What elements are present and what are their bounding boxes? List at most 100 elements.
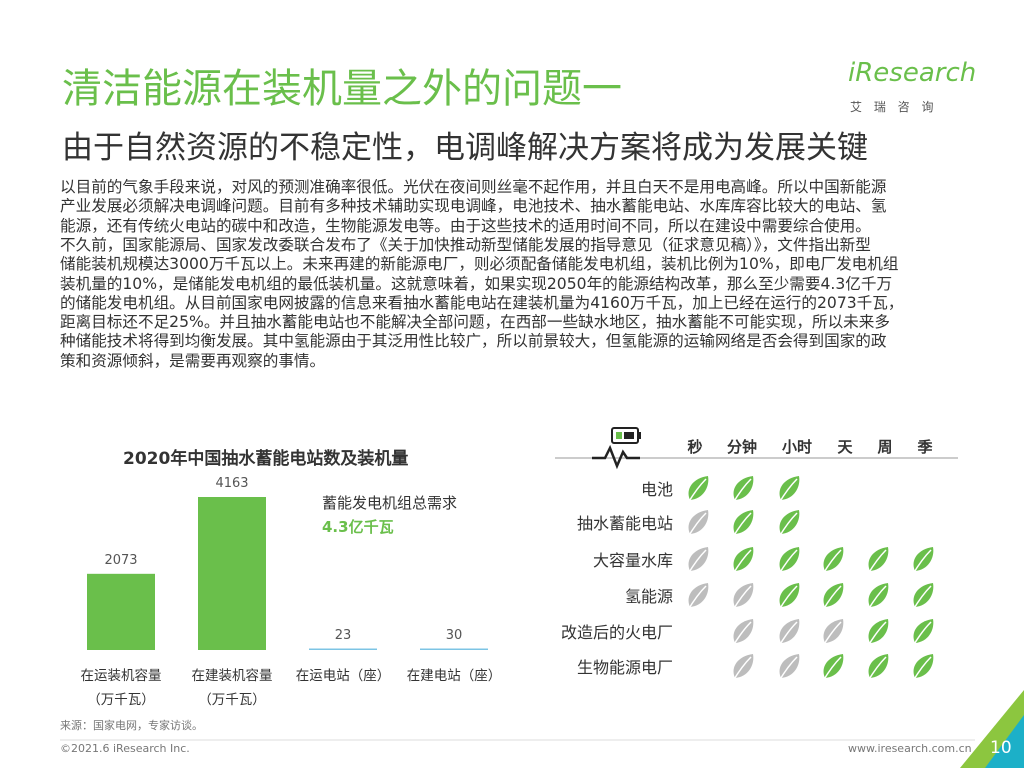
leaf-vein [867, 549, 887, 575]
x-tick-label: 在建电站（座） [406, 668, 502, 684]
body-line: 不久前，国家能源局、国家发改委联合发布了《关于加快推动新型储能发展的指导意见（征… [60, 235, 871, 254]
body-line: 的储能发电机组。从目前国家电网披露的信息来看抽水蓄能电站在建装机量为4160万千… [60, 293, 904, 312]
leaf-vein [732, 621, 752, 647]
x-tick-label: 在运装机容量 （万千瓦） [80, 668, 162, 708]
row-label: 改造后的火电厂 [561, 623, 673, 642]
row-label: 大容量水库 [593, 551, 673, 570]
leaf-icon [822, 654, 844, 682]
page-number: 10 [990, 738, 1012, 758]
url: www.iresearch.com.cn [848, 742, 972, 755]
body-line: 装机量的10%，是储能发电机组的最低装机量。这就意味着，如果实现2050年的能源… [60, 274, 893, 293]
value-label: 23 [335, 628, 352, 643]
leaf-icon [912, 619, 934, 647]
leaf-icon [778, 476, 800, 504]
leaf-vein [912, 549, 932, 575]
leaf-icon [732, 547, 754, 575]
leaf-icon [732, 654, 754, 682]
leaf-icon [732, 583, 754, 611]
leaf-icon [822, 619, 844, 647]
body-line: 策和资源倾斜，是需要再观察的事情。 [60, 351, 326, 370]
body-line: 种储能技术将得到均衡发展。其中氢能源由于其泛用性比较广，所以前景较大，但氢能源的… [60, 332, 887, 351]
leaf-vein [687, 549, 707, 575]
x-tick-label: 在运电站（座） [295, 668, 391, 684]
body-line: 以目前的气象手段来说，对风的预测准确率很低。光伏在夜间则丝毫不起作用，并且白天不… [60, 178, 887, 196]
body-line: 能源，还有传统火电站的碳中和改造，生物能源发电等。由于这些技术的适用时间不同，所… [60, 216, 871, 235]
title: 清洁能源在装机量之外的问题一 [62, 66, 622, 112]
column-header: 秒 [687, 438, 702, 456]
column-header: 周 [877, 438, 892, 456]
row-label: 抽水蓄能电站 [577, 514, 673, 533]
leaf-icon [778, 510, 800, 538]
bar [87, 573, 155, 650]
leaf-vein [822, 656, 842, 682]
leaf-vein [732, 656, 752, 682]
leaf-icon [732, 619, 754, 647]
leaf-icon [822, 547, 844, 575]
logo: iResearch [848, 58, 977, 88]
leaf-vein [778, 512, 798, 538]
leaf-vein [822, 585, 842, 611]
leaf-vein [687, 478, 707, 504]
body-line: 储能装机规模达3000万千瓦以上。未来再建的新能源电厂，则必须配备储能发电机组，… [60, 255, 899, 274]
leaf-icon [867, 619, 889, 647]
row-label: 电池 [641, 480, 673, 499]
leaf-vein [822, 549, 842, 575]
x-tick-label: 在建装机容量 （万千瓦） [191, 668, 273, 708]
leaf-icon [732, 510, 754, 538]
chart-title: 2020年中国抽水蓄能电站数及装机量 [123, 449, 409, 469]
leaf-vein [778, 549, 798, 575]
leaf-vein [867, 585, 887, 611]
logo-tagline: 艾 瑞 咨 询 [850, 100, 938, 114]
body-line: 距离目标还不足25%。并且抽水蓄能电站也不能解决全部问题，在西部一些缺水地区，抽… [60, 313, 890, 332]
bar [420, 648, 488, 650]
value-label: 2073 [104, 553, 137, 568]
leaf-icon [867, 583, 889, 611]
leaf-vein [912, 585, 932, 611]
leaf-vein [732, 549, 752, 575]
value-label: 30 [446, 628, 463, 643]
leaf-vein [867, 621, 887, 647]
leaf-icon [732, 476, 754, 504]
leaf-icon [687, 476, 709, 504]
leaf-icon [822, 583, 844, 611]
leaf-icon [687, 583, 709, 611]
subtitle: 由于自然资源的不稳定性，电调峰解决方案将成为发展关键 [62, 130, 868, 166]
leaf-vein [822, 621, 842, 647]
source: 来源：国家电网，专家访谈。 [60, 719, 203, 732]
column-header: 天 [837, 438, 853, 456]
column-header: 小时 [782, 438, 812, 456]
leaf-icon [778, 583, 800, 611]
row-label: 氢能源 [625, 587, 673, 606]
leaf-vein [732, 585, 752, 611]
leaf-vein [912, 656, 932, 682]
leaf-icon [912, 583, 934, 611]
body-line: 产业发展必须解决电调峰问题。目前有多种技术辅助实现电调峰，电池技术、抽水蓄能电站… [60, 197, 887, 216]
value-label: 4163 [215, 476, 248, 491]
leaf-vein [867, 656, 887, 682]
leaf-icon [687, 510, 709, 538]
leaf-icon [778, 619, 800, 647]
battery-icon [592, 427, 641, 470]
leaf-vein [912, 621, 932, 647]
column-header: 分钟 [727, 438, 757, 456]
leaf-icon [867, 547, 889, 575]
leaf-icon [778, 547, 800, 575]
leaf-icon [912, 547, 934, 575]
leaf-vein [687, 585, 707, 611]
bar [309, 648, 377, 650]
corner-decoration [985, 715, 1024, 768]
leaf-icon [778, 654, 800, 682]
annotation: 4.3亿千瓦 [322, 518, 394, 536]
leaf-icon [912, 654, 934, 682]
leaf-vein [732, 478, 752, 504]
leaf-vein [732, 512, 752, 538]
leaf-icon [687, 547, 709, 575]
row-label: 生物能源电厂 [577, 658, 673, 677]
leaf-vein [778, 585, 798, 611]
leaf-vein [687, 512, 707, 538]
column-header: 季 [917, 438, 932, 456]
leaf-vein [778, 656, 798, 682]
leaf-icon [867, 654, 889, 682]
